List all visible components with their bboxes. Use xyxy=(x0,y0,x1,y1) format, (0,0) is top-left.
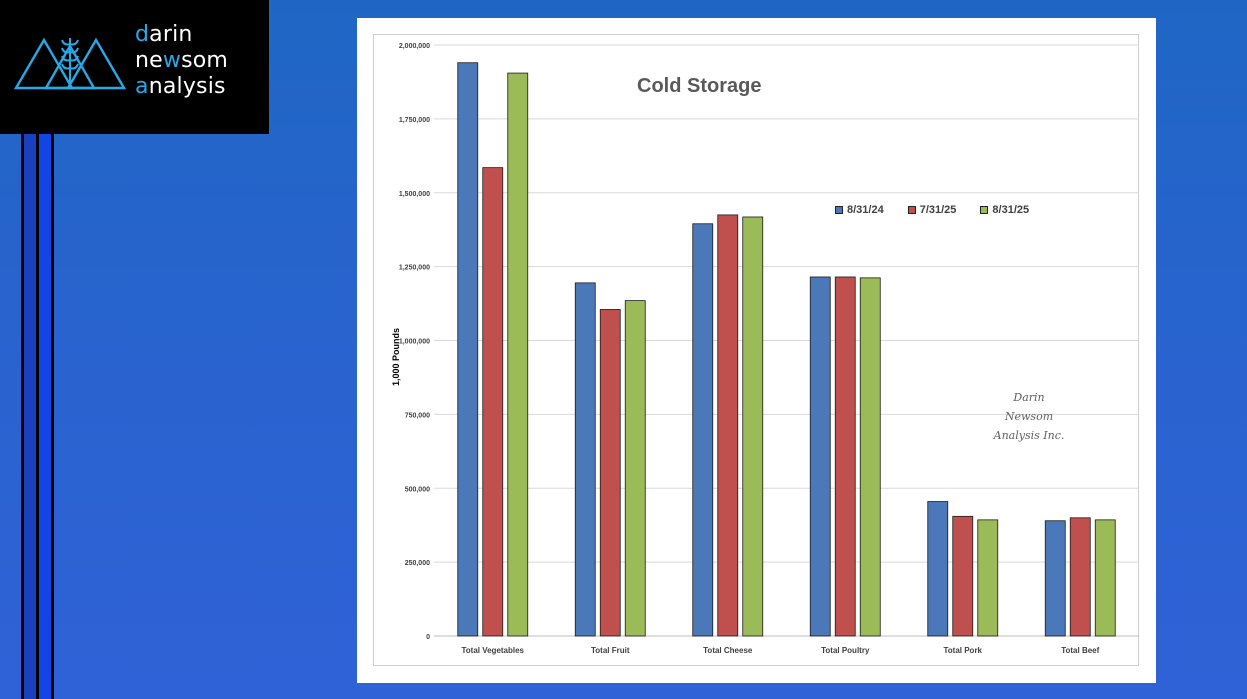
legend-item-2: 7/31/25 xyxy=(907,204,956,216)
watermark: Darin Newsom Analysis Inc. xyxy=(993,391,1065,442)
bar xyxy=(717,214,739,637)
y-tick-label: 500,000 xyxy=(405,486,430,493)
x-tick-label: Total Pork xyxy=(943,646,982,655)
bar xyxy=(1069,517,1091,637)
y-tick-label: 0 xyxy=(426,634,430,641)
legend-swatch-2 xyxy=(907,206,916,214)
y-tick-label: 250,000 xyxy=(405,560,430,567)
decor-line-blue-2 xyxy=(39,134,51,699)
legend-swatch-3 xyxy=(980,206,989,214)
bar xyxy=(952,515,974,637)
x-tick-label: Total Poultry xyxy=(821,646,870,655)
y-tick-label: 1,750,000 xyxy=(399,117,430,124)
x-tick-label: Total Beef xyxy=(1061,646,1099,655)
bar xyxy=(624,300,646,637)
bar xyxy=(859,277,881,637)
bar xyxy=(457,62,479,637)
chart-legend: 8/31/24 7/31/25 8/31/25 xyxy=(835,204,1029,216)
decor-line-black-1 xyxy=(21,134,24,699)
y-tick-label: 750,000 xyxy=(405,412,430,419)
legend-item-3: 8/31/25 xyxy=(980,204,1029,216)
y-tick-label: 2,000,000 xyxy=(399,43,430,50)
y-tick-label: 1,500,000 xyxy=(399,191,430,198)
mountains-wheat-icon xyxy=(14,37,126,90)
y-axis-label: 1,000 Pounds xyxy=(391,327,401,387)
chart-card: 0 250,000 500,000 750,000 1,000,000 1,250,000… xyxy=(357,18,1156,683)
bar xyxy=(599,309,621,637)
brand-logo: darin newsom analysis xyxy=(0,0,269,134)
bar xyxy=(927,501,949,637)
bar-chart: 0 250,000 500,000 750,000 1,000,000 1,250,000… xyxy=(399,43,1139,655)
y-tick-label: 1,250,000 xyxy=(399,265,430,272)
bar xyxy=(809,276,831,637)
x-tick-label: Total Vegetables xyxy=(461,646,524,655)
decor-line-black-2 xyxy=(36,134,39,699)
bar xyxy=(1044,520,1066,637)
x-tick-label: Total Cheese xyxy=(703,646,753,655)
bar xyxy=(692,223,714,637)
bar xyxy=(1094,519,1116,637)
decor-line-blue-1 xyxy=(24,134,36,699)
chart-frame: 0 250,000 500,000 750,000 1,000,000 1,250,000… xyxy=(373,34,1139,666)
legend-item-1: 8/31/24 xyxy=(835,204,884,216)
bar xyxy=(742,216,764,637)
bar xyxy=(482,167,504,637)
legend-swatch-1 xyxy=(835,206,843,214)
x-tick-label: Total Fruit xyxy=(591,646,630,655)
decor-line-black-3 xyxy=(51,134,54,699)
brand-wordmark: darin newsom analysis xyxy=(135,22,229,99)
bar xyxy=(507,72,529,637)
y-tick-label: 1,000,000 xyxy=(399,339,430,346)
bar xyxy=(574,282,596,637)
bar xyxy=(834,276,856,637)
bar xyxy=(977,519,999,637)
chart-title: Cold Storage xyxy=(637,75,762,97)
